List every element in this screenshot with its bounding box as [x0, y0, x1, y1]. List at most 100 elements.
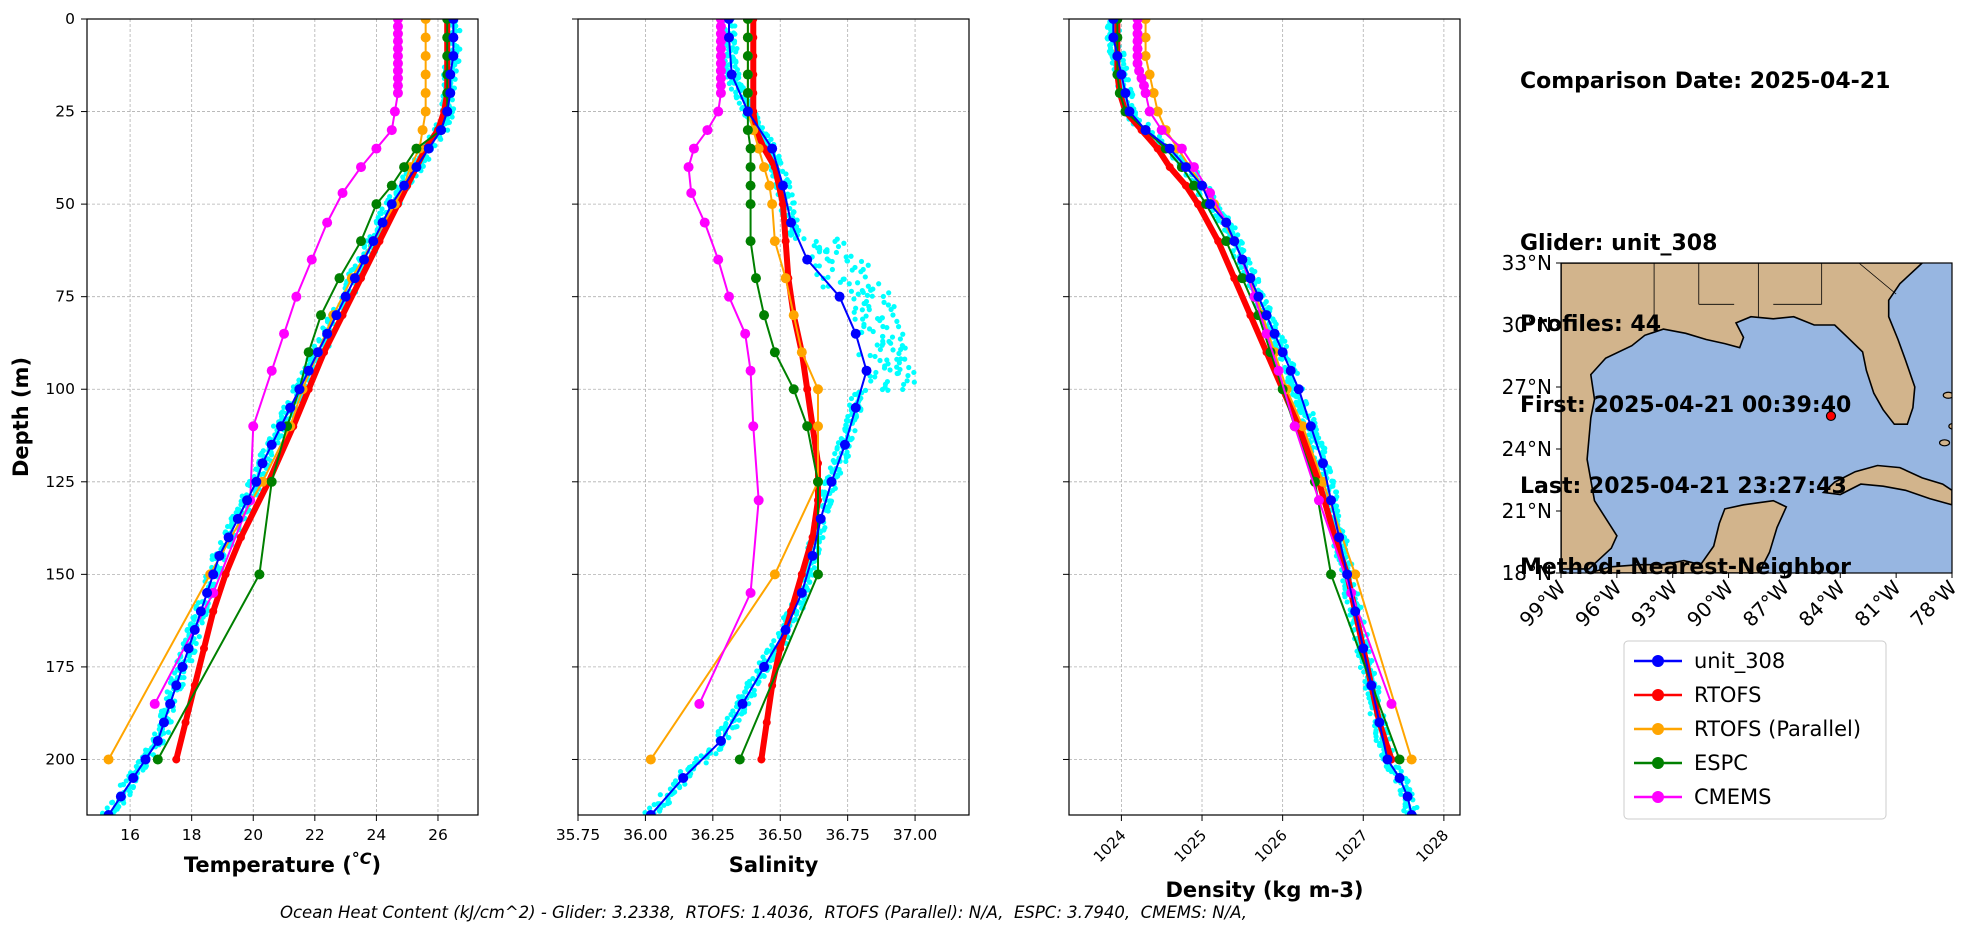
scatter-point	[906, 364, 912, 371]
scatter-point	[738, 711, 745, 717]
axes-frame	[1068, 18, 1461, 816]
scatter-point	[127, 792, 133, 798]
scatter-point	[858, 258, 865, 265]
series-marker-glider	[742, 106, 753, 117]
land-bahamas	[1948, 422, 1952, 430]
scatter-point	[891, 304, 897, 310]
scatter-point	[165, 729, 172, 735]
scatter-point	[290, 388, 296, 394]
scatter-point	[1367, 711, 1373, 717]
scatter-point	[732, 23, 738, 29]
scatter-point	[790, 210, 796, 216]
series-marker-glider	[399, 180, 410, 191]
legend-marker	[1652, 689, 1664, 701]
series-marker-glider	[1245, 273, 1256, 284]
series-marker-cmems	[715, 28, 726, 39]
series-marker-glider	[1164, 143, 1175, 154]
series-marker-glider	[1293, 384, 1304, 395]
scatter-point	[1355, 591, 1361, 597]
scatter-point	[896, 350, 902, 357]
series-marker-rtofs_parallel	[1406, 754, 1417, 765]
series-marker-rtofs	[762, 718, 771, 727]
scatter-point	[905, 373, 911, 379]
x-tick-label: 1025	[1171, 826, 1211, 866]
series-marker-espc	[742, 125, 753, 136]
series-marker-rtofs	[808, 533, 817, 542]
series-marker-espc	[745, 199, 756, 210]
scatter-point	[1376, 685, 1382, 691]
series-marker-glider	[442, 106, 453, 117]
series-marker-glider	[1112, 51, 1123, 62]
scatter-point	[771, 638, 777, 644]
series-marker-glider	[1140, 125, 1151, 136]
scatter-point	[897, 336, 903, 342]
axes-frame	[577, 18, 970, 816]
info-panel: Comparison Date: 2025-04-21 Glider: unit…	[1520, 14, 1890, 608]
series-marker-cmems	[715, 65, 726, 76]
scatter-point	[763, 649, 770, 656]
scatter-point	[874, 342, 880, 348]
ocean-heat-content-caption: Ocean Heat Content (kJ/cm^2) - Glider: 3…	[280, 903, 1248, 922]
scatter-point	[725, 734, 731, 741]
scatter-point	[117, 782, 123, 788]
scatter-point	[1298, 409, 1304, 416]
series-line-cmems	[153, 19, 399, 705]
scatter-point	[736, 100, 742, 106]
series-marker-cmems	[715, 58, 726, 69]
series-marker-glider	[436, 125, 447, 136]
series-marker-cmems	[392, 80, 403, 91]
series-marker-cmems	[1273, 365, 1284, 376]
glider-scatter	[100, 19, 463, 815]
scatter-point	[811, 565, 817, 571]
scatter-point	[865, 262, 871, 268]
series-marker-espc	[386, 180, 397, 191]
scatter-point	[841, 240, 847, 246]
x-tick-label: 36.00	[623, 826, 667, 844]
scatter-point	[125, 787, 132, 793]
x-tick-label: 36.75	[825, 826, 869, 844]
scatter-point	[1376, 742, 1383, 748]
scatter-point	[911, 369, 917, 376]
land-north	[1561, 263, 1924, 570]
scatter-point	[852, 428, 858, 434]
scatter-point	[787, 184, 793, 190]
series-marker-glider	[312, 347, 323, 358]
series-marker-glider	[1120, 88, 1131, 99]
series-marker-cmems	[248, 421, 259, 432]
land-bahamas	[1942, 391, 1952, 399]
series-marker-glider	[724, 32, 735, 43]
series-marker-glider	[115, 791, 126, 802]
series-marker-cmems	[745, 587, 756, 598]
comparison-date: Comparison Date: 2025-04-21	[1520, 69, 1891, 94]
scatter-point	[880, 338, 886, 344]
method: Method: Nearest-Neighbor	[1520, 555, 1851, 580]
series-marker-glider	[1334, 532, 1345, 543]
series-marker-cmems	[356, 162, 367, 173]
series-marker-espc	[266, 476, 277, 487]
x-tick-label: 1026	[1251, 826, 1291, 866]
scatter-point	[121, 800, 127, 806]
series-marker-cmems	[371, 143, 382, 154]
scatter-point	[693, 756, 699, 762]
y-axis-label: Depth (m)	[9, 357, 33, 477]
grid-lines	[1069, 18, 1460, 815]
legend-item-glider: unit_308	[1634, 649, 1785, 674]
scatter-point	[852, 316, 858, 322]
series-marker-rtofs_parallel	[759, 162, 770, 173]
series-marker-glider	[152, 735, 163, 746]
scatter-point	[279, 433, 285, 439]
series-marker-rtofs_parallel	[420, 88, 431, 99]
scatter-point	[895, 324, 902, 330]
series-marker-cmems	[715, 80, 726, 91]
scatter-point	[426, 156, 432, 162]
series-marker-cmems	[279, 328, 290, 339]
scatter-point	[861, 323, 867, 330]
scatter-point	[1369, 658, 1375, 664]
legend-marker	[1652, 791, 1664, 803]
series-marker-rtofs	[172, 755, 181, 764]
series-glider	[645, 19, 872, 815]
scatter-point	[854, 280, 861, 286]
series-marker-glider	[285, 402, 296, 413]
series-marker-glider	[189, 624, 200, 635]
scatter-point	[874, 315, 881, 322]
